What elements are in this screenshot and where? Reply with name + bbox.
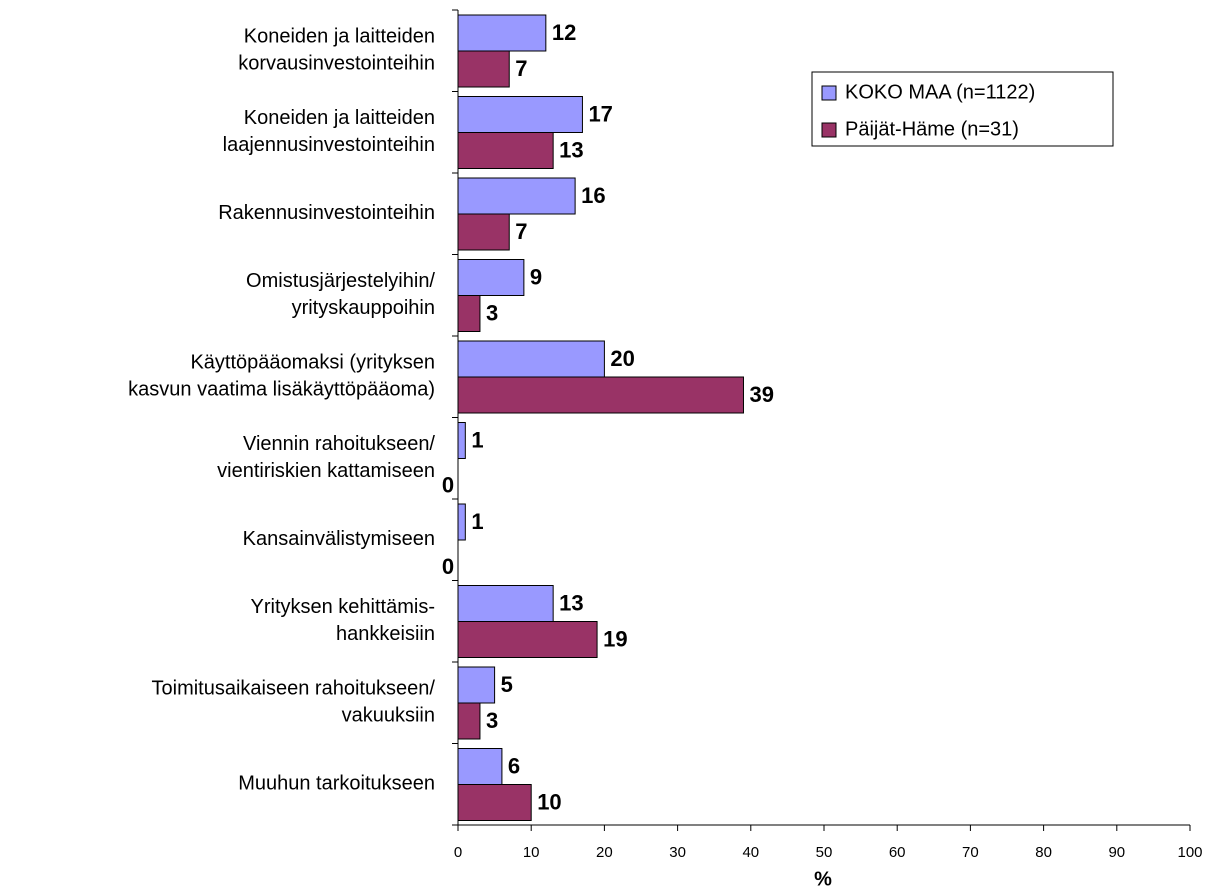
bar bbox=[457, 96, 583, 133]
x-tick-label: 70 bbox=[962, 844, 979, 861]
legend-box bbox=[811, 71, 1114, 147]
value-label: 10 bbox=[537, 789, 561, 814]
bar bbox=[457, 748, 503, 785]
legend-label: Päijät-Häme (n=31) bbox=[845, 118, 1019, 140]
value-label: 13 bbox=[559, 137, 583, 162]
value-label: 19 bbox=[603, 626, 627, 651]
value-label: 17 bbox=[588, 101, 612, 126]
x-tick-label: 80 bbox=[1035, 844, 1052, 861]
legend-swatch bbox=[821, 122, 837, 138]
category-label: Rakennusinvestointeihin bbox=[218, 202, 435, 224]
value-label: 0 bbox=[442, 472, 454, 497]
x-tick-label: 40 bbox=[742, 844, 759, 861]
category-label: Koneiden ja laitteiden laajennusinvestoin… bbox=[223, 107, 435, 156]
x-tick-label: 60 bbox=[889, 844, 906, 861]
value-label: 7 bbox=[515, 56, 527, 81]
category-label: Omistusjärjestelyihin/yrityskauppoihin bbox=[246, 270, 435, 319]
value-label: 13 bbox=[559, 590, 583, 615]
value-label: 1 bbox=[471, 427, 483, 452]
x-tick-label: 50 bbox=[816, 844, 833, 861]
x-tick-label: 30 bbox=[669, 844, 686, 861]
value-label: 5 bbox=[501, 672, 513, 697]
legend-swatch bbox=[821, 85, 837, 101]
value-label: 16 bbox=[581, 183, 605, 208]
value-label: 0 bbox=[442, 554, 454, 579]
x-tick-label: 0 bbox=[454, 844, 462, 861]
category-label: Koneiden ja laitteiden korvausinvestointe… bbox=[238, 26, 435, 75]
x-tick-label: 20 bbox=[596, 844, 613, 861]
bar bbox=[457, 259, 525, 296]
category-label: Käyttöpääomaksi (yrityksen kasvun vaatima… bbox=[128, 352, 435, 401]
value-label: 9 bbox=[530, 264, 542, 289]
category-label: Viennin rahoitukseen/vientiriskien katta… bbox=[217, 433, 435, 482]
bar bbox=[457, 340, 605, 378]
category-label: Muuhun tarkoitukseen bbox=[238, 773, 435, 795]
x-tick-label: 90 bbox=[1108, 844, 1125, 861]
bar bbox=[457, 784, 532, 821]
value-label: 39 bbox=[749, 382, 773, 407]
category-label: Yrityksen kehittämis-hankkeisiin bbox=[251, 596, 436, 645]
bar bbox=[457, 702, 481, 740]
value-label: 12 bbox=[552, 20, 576, 45]
bar bbox=[457, 376, 744, 414]
value-label: 6 bbox=[508, 753, 520, 778]
bar bbox=[457, 50, 510, 88]
bar bbox=[457, 295, 481, 332]
bar bbox=[457, 503, 466, 541]
value-label: 1 bbox=[471, 509, 483, 534]
value-label: 3 bbox=[486, 300, 498, 325]
x-axis-label: % bbox=[814, 868, 832, 890]
bar bbox=[457, 14, 547, 52]
bar bbox=[457, 666, 496, 704]
bar bbox=[457, 621, 598, 658]
value-label: 3 bbox=[486, 708, 498, 733]
value-label: 20 bbox=[610, 346, 634, 371]
category-label: Kansainvälistymiseen bbox=[243, 528, 435, 550]
legend-label: KOKO MAA (n=1122) bbox=[845, 81, 1035, 103]
bar bbox=[457, 585, 554, 622]
bar bbox=[457, 213, 510, 251]
category-label: Toimitusaikaiseen rahoitukseen/vakuuksii… bbox=[152, 678, 436, 727]
bar bbox=[457, 132, 554, 169]
value-label: 7 bbox=[515, 219, 527, 244]
bar bbox=[457, 422, 466, 459]
x-tick-label: 10 bbox=[523, 844, 540, 861]
bar bbox=[457, 177, 576, 215]
x-tick-label: 100 bbox=[1177, 844, 1202, 861]
